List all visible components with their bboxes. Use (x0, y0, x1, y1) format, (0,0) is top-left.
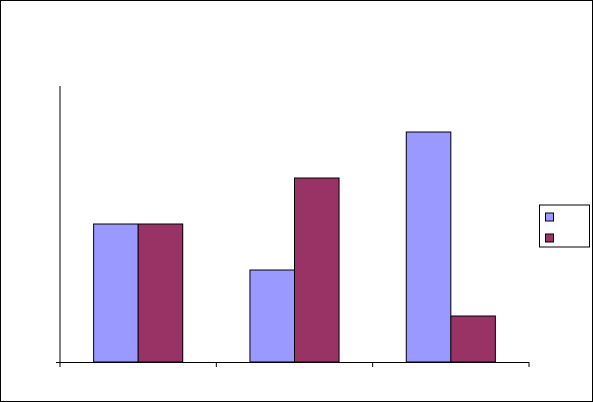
bar (294, 177, 340, 363)
legend-swatch (545, 212, 554, 222)
bar (93, 223, 139, 363)
bar (405, 131, 452, 363)
legend-swatch (545, 233, 554, 243)
bar (137, 223, 184, 363)
bar (450, 315, 496, 363)
bar (249, 269, 296, 363)
